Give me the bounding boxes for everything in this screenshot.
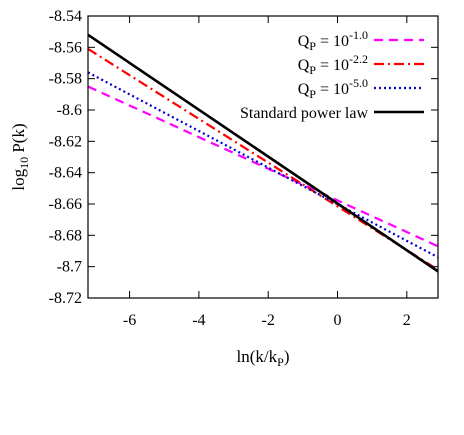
- series-line-4: [88, 33, 438, 273]
- x-tick-label: -2: [262, 312, 275, 329]
- y-tick-label: -8.66: [49, 196, 82, 213]
- y-tick-label: -8.62: [49, 133, 82, 150]
- legend-label-1: QP = 10-1.0: [298, 28, 368, 53]
- x-axis-label-tail: ): [284, 347, 290, 366]
- x-tick-label: -6: [123, 312, 136, 329]
- x-axis-label-base: ln(k/k: [237, 347, 278, 366]
- y-tick-label: -8.64: [49, 165, 82, 182]
- y-axis-label-tail: P(k): [9, 123, 28, 157]
- y-tick-label: -8.68: [49, 227, 82, 244]
- y-tick-label: -8.56: [49, 39, 82, 56]
- y-axis-label-sub: 10: [17, 157, 31, 169]
- y-axis-label-base: log: [9, 168, 28, 190]
- y-axis-label: log10 P(k): [9, 123, 31, 190]
- legend-label-3: QP = 10-5.0: [298, 76, 368, 101]
- series-line-1: [88, 85, 438, 248]
- x-tick-label: -4: [192, 312, 205, 329]
- x-tick-label: 0: [334, 312, 342, 329]
- y-tick-label: -8.7: [57, 259, 82, 276]
- plot-frame: [87, 15, 439, 299]
- x-tick-label: 2: [403, 312, 411, 329]
- legend: QP = 10-1.0QP = 10-2.2QP = 10-5.0 Standar…: [240, 28, 424, 122]
- y-tick-label: -8.6: [57, 102, 82, 119]
- x-axis-label-sub: P: [277, 355, 284, 369]
- ticks-layer: -6 -4 -2 0 2 -8.54 -8.56 -8.58 -8.6 -8.62 -8.64 -8.…: [49, 8, 438, 329]
- legend-label-4: Standard power law: [240, 105, 368, 122]
- series-layer: [88, 33, 438, 273]
- x-axis-label: ln(k/kP): [237, 347, 290, 369]
- y-tick-label: -8.58: [49, 71, 82, 88]
- legend-label-2: QP = 10-2.2: [298, 52, 368, 77]
- y-tick-label: -8.54: [49, 8, 82, 25]
- y-tick-label: -8.72: [49, 290, 82, 307]
- series-line-3: [88, 71, 438, 259]
